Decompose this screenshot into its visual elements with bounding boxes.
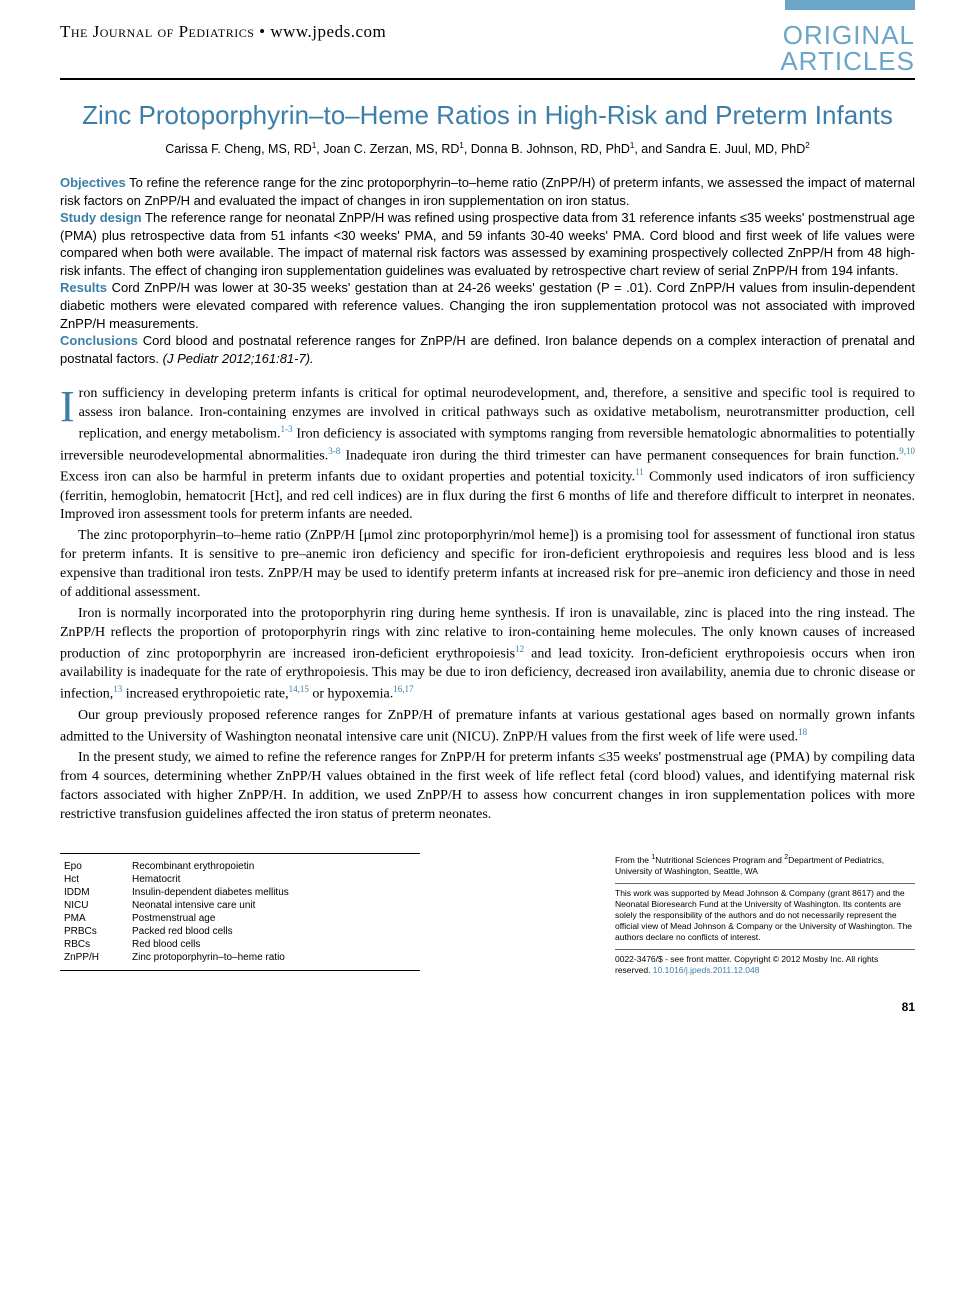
- authors-line: Carissa F. Cheng, MS, RD1, Joan C. Zerza…: [60, 141, 915, 156]
- body-run: Our group previously proposed reference …: [60, 708, 915, 745]
- author-aff: 2: [805, 141, 809, 150]
- abstract-citation: (J Pediatr 2012;161:81-7).: [163, 351, 314, 366]
- body-text: Iron sufficiency in developing preterm i…: [60, 385, 915, 825]
- meta-text: Nutritional Sciences Program and: [655, 855, 784, 865]
- article-title: Zinc Protoporphyrin–to–Heme Ratios in Hi…: [60, 100, 915, 131]
- author-aff: 1: [312, 141, 316, 150]
- abbrev-val: Neonatal intensive care unit: [132, 899, 289, 912]
- abbrev-key: NICU: [64, 899, 132, 912]
- table-row: EpoRecombinant erythropoietin: [64, 860, 289, 873]
- section-label-line2: ARTICLES: [780, 48, 915, 74]
- citation-link[interactable]: 14,15: [289, 684, 309, 694]
- section-label-line1: ORIGINAL: [780, 22, 915, 48]
- funding-block: This work was supported by Mead Johnson …: [615, 883, 915, 943]
- citation-link[interactable]: 9,10: [899, 446, 915, 456]
- citation-link[interactable]: 11: [635, 467, 644, 477]
- author-aff: 1: [630, 141, 634, 150]
- abstract-label-conclusions: Conclusions: [60, 333, 138, 348]
- author-name: Donna B. Johnson, RD, PhD: [471, 142, 630, 156]
- abbrev-val: Postmenstrual age: [132, 912, 289, 925]
- author-aff: 1: [459, 141, 463, 150]
- abbrev-val: Packed red blood cells: [132, 925, 289, 938]
- journal-title: The Journal of Pediatrics: [60, 22, 254, 41]
- journal-url[interactable]: www.jpeds.com: [270, 22, 386, 41]
- paragraph: Our group previously proposed reference …: [60, 707, 915, 747]
- author-name: Joan C. Zerzan, MS, RD: [323, 142, 459, 156]
- affiliations-block: From the 1Nutritional Sciences Program a…: [615, 853, 915, 877]
- paragraph: Iron sufficiency in developing preterm i…: [60, 385, 915, 525]
- citation-link[interactable]: 1-3: [280, 424, 292, 434]
- citation-link[interactable]: 13: [113, 684, 122, 694]
- header-row: The Journal of Pediatrics • www.jpeds.co…: [0, 10, 975, 74]
- abbrev-val: Zinc protoporphyrin–to–heme ratio: [132, 951, 289, 964]
- table-row: ZnPP/HZinc protoporphyrin–to–heme ratio: [64, 951, 289, 964]
- meta-text: From the: [615, 855, 651, 865]
- meta-box: From the 1Nutritional Sciences Program a…: [615, 853, 915, 982]
- body-run: increased erythropoietic rate,: [122, 687, 288, 702]
- abbrev-key: PRBCs: [64, 925, 132, 938]
- author: Joan C. Zerzan, MS, RD1: [323, 142, 464, 156]
- paragraph: Iron is normally incorporated into the p…: [60, 605, 915, 705]
- paragraph: The zinc protoporphyrin–to–heme ratio (Z…: [60, 527, 915, 603]
- abbreviations-box: EpoRecombinant erythropoietin HctHematoc…: [60, 853, 420, 971]
- abbrev-key: IDDM: [64, 886, 132, 899]
- author: Donna B. Johnson, RD, PhD1: [471, 142, 635, 156]
- abbrev-val: Red blood cells: [132, 938, 289, 951]
- paragraph: In the present study, we aimed to refine…: [60, 749, 915, 825]
- doi-link[interactable]: 10.1016/j.jpeds.2011.12.048: [653, 965, 760, 975]
- abstract-label-studydesign: Study design: [60, 210, 142, 225]
- abbrev-key: RBCs: [64, 938, 132, 951]
- abstract: Objectives To refine the reference range…: [60, 174, 915, 367]
- abbreviations-table: EpoRecombinant erythropoietin HctHematoc…: [64, 860, 289, 964]
- abstract-text-results: Cord ZnPP/H was lower at 30-35 weeks' ge…: [60, 280, 915, 330]
- abstract-text-studydesign: The reference range for neonatal ZnPP/H …: [60, 210, 915, 278]
- copyright-block: 0022-3476/$ - see front matter. Copyrigh…: [615, 949, 915, 976]
- table-row: RBCsRed blood cells: [64, 938, 289, 951]
- author: Carissa F. Cheng, MS, RD1: [165, 142, 316, 156]
- citation-link[interactable]: 3-8: [328, 446, 340, 456]
- abbrev-key: Epo: [64, 860, 132, 873]
- table-row: PMAPostmenstrual age: [64, 912, 289, 925]
- table-row: NICUNeonatal intensive care unit: [64, 899, 289, 912]
- citation-link[interactable]: 12: [515, 644, 524, 654]
- table-row: HctHematocrit: [64, 873, 289, 886]
- author-name: Sandra E. Juul, MD, PhD: [666, 142, 806, 156]
- header-rule: [60, 78, 915, 80]
- abbrev-val: Insulin-dependent diabetes mellitus: [132, 886, 289, 899]
- author: Sandra E. Juul, MD, PhD2: [666, 142, 810, 156]
- abbrev-key: ZnPP/H: [64, 951, 132, 964]
- abbrev-key: PMA: [64, 912, 132, 925]
- top-accent-band: [785, 0, 915, 10]
- abstract-text-objectives: To refine the reference range for the zi…: [60, 175, 915, 208]
- section-label: ORIGINAL ARTICLES: [780, 22, 915, 74]
- page-number: 81: [0, 1000, 915, 1014]
- abbrev-val: Recombinant erythropoietin: [132, 860, 289, 873]
- citation-link[interactable]: 18: [798, 727, 807, 737]
- table-row: IDDMInsulin-dependent diabetes mellitus: [64, 886, 289, 899]
- body-run: Excess iron can also be harmful in prete…: [60, 470, 635, 485]
- body-run: or hypoxemia.: [309, 687, 393, 702]
- abstract-label-objectives: Objectives: [60, 175, 126, 190]
- citation-link[interactable]: 16,17: [393, 684, 413, 694]
- bullet: •: [259, 22, 265, 41]
- table-row: PRBCsPacked red blood cells: [64, 925, 289, 938]
- dropcap: I: [60, 385, 79, 425]
- abbrev-val: Hematocrit: [132, 873, 289, 886]
- abbrev-key: Hct: [64, 873, 132, 886]
- journal-name: The Journal of Pediatrics • www.jpeds.co…: [60, 22, 386, 42]
- author-name: Carissa F. Cheng, MS, RD: [165, 142, 312, 156]
- abstract-label-results: Results: [60, 280, 107, 295]
- footer-area: EpoRecombinant erythropoietin HctHematoc…: [60, 853, 915, 982]
- body-run: Inadequate iron during the third trimest…: [340, 448, 899, 463]
